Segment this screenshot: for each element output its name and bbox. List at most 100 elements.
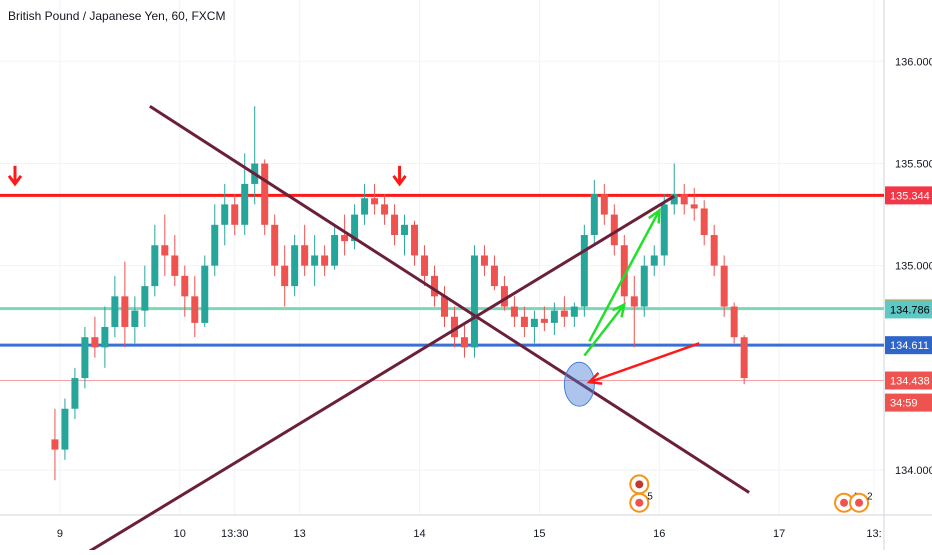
price-label-box xyxy=(885,371,932,390)
y-tick-label: 135.000 xyxy=(895,261,932,273)
candle[interactable] xyxy=(490,265,498,287)
candle[interactable] xyxy=(411,224,419,256)
candle[interactable] xyxy=(560,310,568,317)
candle[interactable] xyxy=(101,326,109,348)
candle[interactable] xyxy=(231,204,239,225)
x-tick-label: 15 xyxy=(533,528,545,540)
x-tick-label: 14 xyxy=(413,528,425,540)
candle[interactable] xyxy=(91,337,99,348)
event-badge-dot xyxy=(635,480,644,489)
candle[interactable] xyxy=(680,194,688,205)
down-arrow-marker-head xyxy=(392,174,407,187)
candle[interactable] xyxy=(131,310,139,327)
candle[interactable] xyxy=(620,245,628,297)
candle[interactable] xyxy=(730,306,738,338)
candle[interactable] xyxy=(740,337,748,379)
candle[interactable] xyxy=(301,245,309,266)
candle[interactable] xyxy=(480,255,488,266)
candle[interactable] xyxy=(171,255,179,276)
candle[interactable] xyxy=(111,296,119,327)
candle[interactable] xyxy=(510,306,518,317)
candle[interactable] xyxy=(431,275,439,297)
chart-title: British Pound / Japanese Yen, 60, FXCM xyxy=(8,9,226,23)
candle[interactable] xyxy=(61,408,69,450)
candle[interactable] xyxy=(700,208,708,236)
candle[interactable] xyxy=(690,204,698,209)
candle[interactable] xyxy=(500,286,508,307)
candle[interactable] xyxy=(201,265,209,323)
candle[interactable] xyxy=(520,316,528,327)
candle[interactable] xyxy=(670,194,678,205)
x-tick-label: 16 xyxy=(653,528,665,540)
candle[interactable] xyxy=(450,316,458,338)
event-count: 5 xyxy=(647,492,653,503)
candle[interactable] xyxy=(311,255,319,266)
candle[interactable] xyxy=(640,265,648,307)
y-tick-label: 136.000 xyxy=(895,56,932,68)
candle[interactable] xyxy=(181,275,189,297)
candle[interactable] xyxy=(341,235,349,242)
candle[interactable] xyxy=(720,265,728,307)
candle[interactable] xyxy=(371,198,379,205)
candle[interactable] xyxy=(610,214,618,246)
annotation-arrow[interactable] xyxy=(588,209,661,342)
candle[interactable] xyxy=(630,296,638,307)
candle[interactable] xyxy=(331,235,339,266)
candle[interactable] xyxy=(211,224,219,266)
candle[interactable] xyxy=(600,194,608,215)
x-tick-label: 10 xyxy=(174,528,186,540)
candle[interactable] xyxy=(71,378,79,409)
highlight-ellipse[interactable] xyxy=(563,361,595,407)
candle[interactable] xyxy=(81,337,89,379)
arrow-head xyxy=(586,372,603,385)
candle[interactable] xyxy=(161,245,169,256)
annotation-arrow[interactable] xyxy=(588,342,700,384)
price-label: 135.344 xyxy=(890,190,930,202)
candle[interactable] xyxy=(580,235,588,307)
candle[interactable] xyxy=(650,255,658,266)
candle[interactable] xyxy=(540,318,548,323)
annotation-arrow[interactable] xyxy=(583,303,626,357)
candle[interactable] xyxy=(151,245,159,287)
candle[interactable] xyxy=(221,204,229,225)
candle[interactable] xyxy=(441,296,448,317)
y-tick-label: 135.500 xyxy=(895,158,932,170)
candle[interactable] xyxy=(361,198,369,215)
candle[interactable] xyxy=(191,296,199,323)
candle[interactable] xyxy=(271,224,279,266)
price-label: 134.786 xyxy=(890,304,930,316)
trend-line[interactable] xyxy=(149,105,750,494)
candle[interactable] xyxy=(321,255,329,266)
candle[interactable] xyxy=(550,310,558,323)
candle[interactable] xyxy=(241,183,249,225)
price-label-box xyxy=(885,300,932,319)
candle[interactable] xyxy=(391,214,399,236)
candle[interactable] xyxy=(470,255,478,348)
candle[interactable] xyxy=(590,194,598,236)
candle[interactable] xyxy=(710,235,718,266)
trend-line[interactable] xyxy=(55,194,676,555)
candle[interactable] xyxy=(121,296,129,327)
candle[interactable] xyxy=(291,245,299,287)
candle[interactable] xyxy=(261,163,269,225)
candle[interactable] xyxy=(530,318,538,327)
candle[interactable] xyxy=(660,204,668,256)
candle[interactable] xyxy=(421,255,429,276)
candle[interactable] xyxy=(570,306,578,317)
price-label: 134.611 xyxy=(890,340,929,352)
x-tick-label: 9 xyxy=(57,528,63,540)
candle[interactable] xyxy=(381,204,389,215)
candle[interactable] xyxy=(460,337,468,348)
candle[interactable] xyxy=(141,286,149,311)
event-badge-dot xyxy=(855,498,864,507)
event-badge-dot xyxy=(840,498,849,507)
y-tick-label: 134.000 xyxy=(895,465,932,477)
candle[interactable] xyxy=(51,439,59,450)
price-label: 34:59 xyxy=(890,398,918,410)
x-tick-label: 13 xyxy=(294,528,306,540)
candle[interactable] xyxy=(401,224,409,236)
candle[interactable] xyxy=(351,214,359,242)
candle[interactable] xyxy=(281,265,289,287)
